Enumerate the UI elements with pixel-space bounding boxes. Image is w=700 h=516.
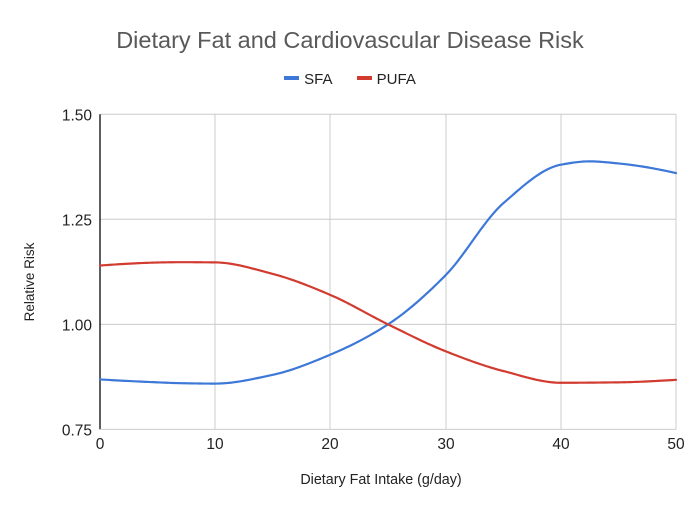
svg-text:0.75: 0.75: [62, 423, 92, 440]
svg-text:1.50: 1.50: [62, 108, 93, 125]
svg-text:40: 40: [552, 436, 570, 453]
svg-text:30: 30: [437, 436, 455, 453]
svg-text:1.25: 1.25: [62, 213, 92, 230]
svg-text:0: 0: [96, 436, 105, 453]
svg-text:1.00: 1.00: [62, 318, 93, 335]
svg-text:20: 20: [321, 436, 339, 453]
svg-text:50: 50: [667, 436, 685, 453]
svg-text:10: 10: [206, 436, 224, 453]
